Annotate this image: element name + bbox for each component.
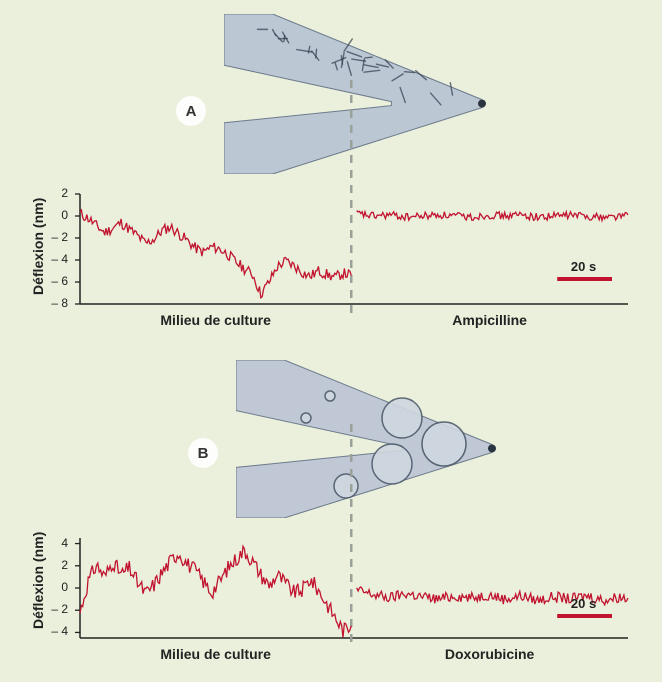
ytick: – 4 bbox=[38, 624, 68, 638]
panel-b-letter: B bbox=[198, 445, 209, 462]
ytick: 2 bbox=[38, 186, 68, 200]
ytick: – 2 bbox=[38, 230, 68, 244]
ytick: – 6 bbox=[38, 274, 68, 288]
panel-b-label: B bbox=[188, 438, 218, 468]
scalebar-label: 20 s bbox=[571, 259, 596, 274]
panel-a-letter: A bbox=[186, 103, 197, 120]
panel-a-chart bbox=[72, 190, 632, 308]
ytick: – 4 bbox=[38, 252, 68, 266]
panel-b-chart bbox=[72, 534, 632, 642]
panel-b-right-xlabel: Doxorubicine bbox=[351, 646, 628, 662]
panel-a-label: A bbox=[176, 96, 206, 126]
ytick: 0 bbox=[38, 580, 68, 594]
chart-a-svg bbox=[72, 190, 632, 308]
ytick: – 2 bbox=[38, 602, 68, 616]
panel-b-left-xlabel: Milieu de culture bbox=[80, 646, 351, 662]
panel-a-left-xlabel: Milieu de culture bbox=[80, 312, 351, 328]
ytick: 2 bbox=[38, 558, 68, 572]
panel-a-right-xlabel: Ampicilline bbox=[351, 312, 628, 328]
scalebar-label: 20 s bbox=[571, 596, 596, 611]
panel-b-sensor bbox=[236, 360, 504, 518]
sensor-b-svg bbox=[236, 360, 504, 518]
ytick: 4 bbox=[38, 536, 68, 550]
chart-b-svg bbox=[72, 534, 632, 642]
ytick: 0 bbox=[38, 208, 68, 222]
panel-a-sensor bbox=[224, 14, 494, 174]
sensor-a-svg bbox=[224, 14, 494, 174]
figure-root: { "panelA": { "label": "A", "label_pos":… bbox=[0, 0, 662, 682]
ytick: – 8 bbox=[38, 296, 68, 310]
